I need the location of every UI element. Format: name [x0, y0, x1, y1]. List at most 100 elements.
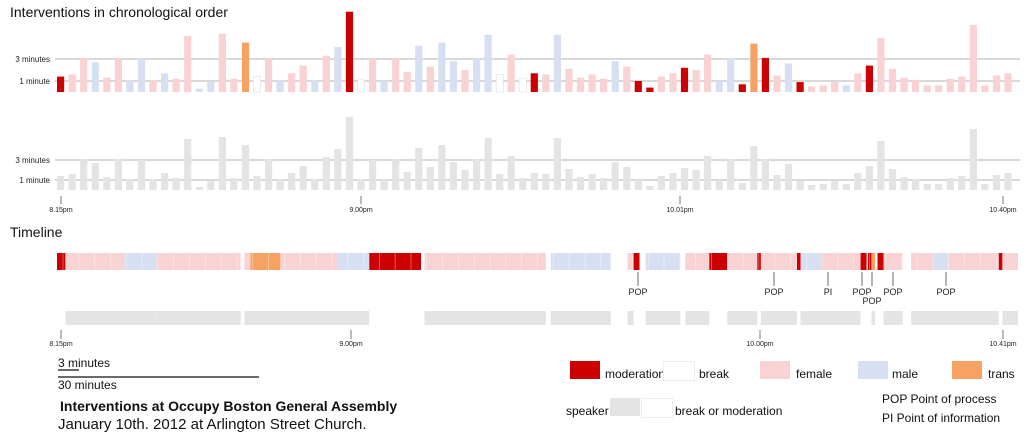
timeline-segment-4 [240, 253, 245, 270]
gray-bar-74 [912, 179, 920, 190]
gray-bar-23 [322, 157, 330, 190]
colored-bar-23 [322, 55, 330, 92]
gray-bar-46 [588, 174, 596, 190]
timeline-segment-8 [336, 253, 370, 270]
gray-bar-69 [854, 173, 862, 190]
gray-bar-26 [357, 179, 365, 190]
timeline-segment-32 [877, 253, 884, 270]
colored-bar-55 [692, 70, 700, 92]
timeline-segment-25 [760, 253, 797, 270]
gray-bar-19 [276, 179, 284, 190]
gray-bar-44 [565, 169, 573, 190]
gray-bar-2 [80, 159, 88, 190]
colored-bar-59 [738, 84, 746, 92]
gray-bar-57 [715, 180, 723, 190]
colored-bar-82 [1004, 73, 1012, 92]
timeline-segment-28 [821, 253, 861, 270]
timeline-segment-20 [680, 253, 686, 270]
timeline-xtick-label-0: 8.15pm [49, 341, 73, 348]
colored-bar-56 [704, 54, 712, 92]
speaker-segment-8 [336, 311, 370, 325]
annotation-label-2: PI [824, 287, 833, 297]
colored-bar-58 [727, 57, 735, 92]
colored-bar-36 [473, 57, 481, 92]
colored-bar-3 [91, 62, 99, 92]
colored-bar-14 [218, 33, 226, 92]
speaker-segment-37 [948, 311, 999, 325]
legend-trans-swatch [952, 361, 982, 379]
timeline-segment-11 [424, 253, 482, 270]
colored-bar-21 [299, 65, 307, 92]
colored-bar-38 [495, 74, 504, 93]
colored-bar-25 [345, 11, 354, 93]
gray-bar-53 [669, 173, 677, 190]
gray-bar-58 [727, 159, 735, 190]
colored-bar-35 [461, 70, 469, 92]
gray-bar-61 [761, 159, 769, 190]
timeline-segment-10 [421, 253, 425, 270]
colored-bar-69 [854, 73, 862, 92]
colored-bar-45 [576, 77, 585, 92]
interventions-heading: Interventions in chronological order [10, 4, 228, 20]
colored-bar-41 [530, 73, 538, 92]
timeline-segment-12 [481, 253, 546, 270]
gray-bar-64 [796, 181, 804, 190]
timeline-segment-7 [280, 253, 337, 270]
gray-bar-29 [392, 159, 400, 190]
colored-bar-64 [796, 82, 804, 92]
colored-bar-24 [334, 46, 342, 92]
scale-3min-label: 3 minutes [58, 356, 111, 370]
gray-bar-50 [634, 180, 642, 190]
top-xtick-label-3: 10.40pm [989, 207, 1016, 214]
gray-bar-43 [553, 138, 561, 190]
colored-bar-46 [588, 74, 596, 92]
legend-female-label: female [796, 367, 833, 381]
colored-bar-8 [149, 79, 157, 92]
colored-bar-67 [831, 82, 839, 92]
timeline-xtick-label-1: 9.00pm [339, 341, 363, 348]
gray-bar-16 [241, 145, 250, 190]
gray-bar-10 [172, 178, 180, 190]
legend-trans-label: trans [988, 367, 1015, 381]
footer-title: Interventions at Occupy Boston General A… [60, 398, 398, 414]
speaker-segment-21 [685, 311, 710, 325]
gray-bar-27 [369, 160, 377, 190]
annotation-label-0: POP [628, 287, 647, 297]
timeline-segment-22 [709, 253, 728, 270]
timeline-segment-38 [998, 253, 1003, 270]
colored-bar-68 [842, 85, 850, 92]
colored-bar-37 [484, 34, 492, 92]
speaker-segment-11 [424, 311, 482, 325]
colored-bar-26 [357, 79, 365, 93]
timeline-segment-23 [727, 253, 758, 270]
gray-bar-0 [57, 176, 65, 190]
legend-speaker-label: speaker [566, 404, 609, 418]
legend-female-swatch [760, 361, 790, 379]
timeline-segment-36 [933, 253, 949, 270]
gray-bar-80 [981, 184, 989, 190]
gray-bar-63 [784, 164, 793, 190]
gray-bar-7 [137, 160, 146, 190]
annotation-label-4: POP [862, 296, 881, 306]
legend-breakmod-swatch [641, 398, 673, 418]
gray-bar-67 [831, 181, 839, 190]
gray-bar-62 [773, 175, 781, 190]
speaker-segment-12 [481, 311, 546, 325]
gray-bar-51 [646, 186, 654, 190]
gray-bar-14 [218, 137, 226, 190]
timeline-segment-27 [800, 253, 821, 270]
top-xtick-label-1: 9.00pm [349, 207, 373, 214]
colored-bar-12 [195, 88, 203, 92]
gray-bar-32 [426, 167, 434, 190]
speaker-segment-7 [280, 311, 337, 325]
speaker-segment-28 [821, 311, 861, 325]
timeline-segment-14 [550, 253, 611, 270]
colored-bar-17 [253, 76, 261, 93]
colored-bar-54 [680, 67, 689, 92]
colored-bar-2 [80, 57, 88, 92]
legend-break-label: break [699, 367, 730, 381]
gray-bar-81 [992, 175, 1001, 190]
gray-bar-79 [969, 129, 977, 190]
speaker-segment-2 [124, 311, 157, 325]
legend-pi-definition: PI Point of information [882, 411, 1001, 425]
